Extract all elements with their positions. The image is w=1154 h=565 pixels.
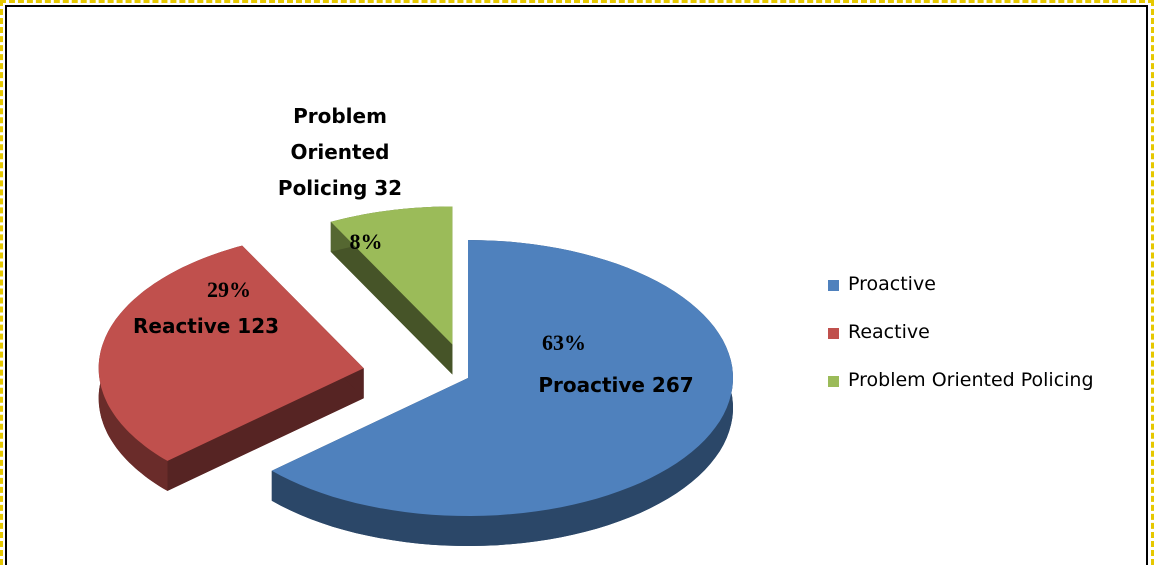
legend-swatch [828,280,839,291]
data-label: Proactive 267 [538,373,694,397]
slice [271,240,733,516]
data-label: Reactive 123 [132,314,280,338]
percent-label: 29% [207,277,251,302]
data-label: Problem Oriented Policing 32 [277,104,403,200]
slice-wall [330,221,453,375]
slice-side [271,240,733,546]
legend-swatch [828,328,839,339]
percent-label: 8% [349,229,383,254]
legend-label: Proactive [848,273,936,295]
chart-frame [5,5,1148,565]
legend-swatch [828,376,839,387]
slice [98,245,364,461]
percent-label: 63% [542,330,586,355]
slice [330,206,453,345]
slice-wall [167,368,364,491]
legend-label: Reactive [848,321,930,343]
legend-label: Problem Oriented Policing [848,369,1094,391]
